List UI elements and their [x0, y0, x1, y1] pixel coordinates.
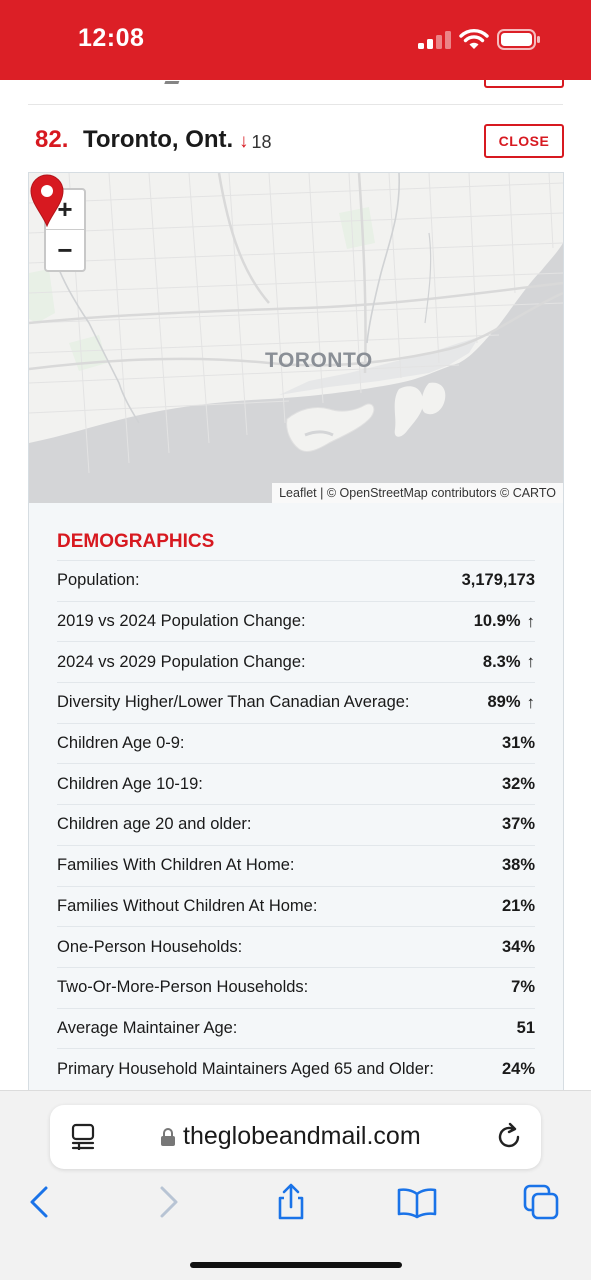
- row-label: Population:: [57, 571, 140, 590]
- row-label: 2024 vs 2029 Population Change:: [57, 652, 306, 671]
- row-label: Children age 20 and older:: [57, 815, 252, 834]
- row-label: 2019 vs 2024 Population Change:: [57, 612, 306, 631]
- row-value: 31%: [501, 734, 535, 753]
- row-value-group: 21%: [502, 897, 535, 916]
- table-row: Two-Or-More-Person Households: 7%: [57, 966, 535, 1008]
- row-value-group: 32%: [502, 775, 535, 794]
- map[interactable]: + − TORONTO Leaflet | © OpenStreetMap co…: [29, 173, 563, 503]
- browser-toolbar: theglobeandmail.com: [0, 1090, 591, 1280]
- row-value: 24%: [501, 1059, 535, 1078]
- row-value: 3,179,173: [461, 571, 535, 590]
- row-value-group: 89% ↑: [487, 693, 535, 713]
- table-row: One-Person Households: 34%: [57, 926, 535, 967]
- table-row: Children age 20 and older: 37%: [57, 804, 535, 845]
- table-row: Primary Household Maintainers Aged 65 an…: [57, 1048, 535, 1089]
- city-name: Toronto, Ont.: [83, 126, 234, 153]
- map-attribution[interactable]: Leaflet | © OpenStreetMap contributors ©…: [272, 483, 563, 503]
- row-label: Families With Children At Home:: [57, 856, 295, 875]
- status-bar: 12:08: [0, 0, 591, 80]
- trend-up-icon: ↑: [526, 692, 536, 712]
- home-indicator: [190, 1262, 402, 1268]
- table-row: Families Without Children At Home: 21%: [57, 885, 535, 927]
- back-icon[interactable]: [20, 1182, 60, 1222]
- table-row: Children Age 0-9: 31%: [57, 722, 535, 764]
- trend-up-icon: ↑: [526, 652, 536, 672]
- city-detail-card: + − TORONTO Leaflet | © OpenStreetMap co…: [28, 172, 564, 1102]
- table-row: Average Maintainer Age: 51: [57, 1007, 535, 1049]
- row-value: 8.3%: [482, 652, 521, 671]
- row-value-group: 34%: [502, 938, 535, 957]
- previous-close-button[interactable]: [484, 80, 564, 88]
- address-bar[interactable]: theglobeandmail.com: [50, 1105, 541, 1169]
- table-row: Children Age 10-19: 32%: [57, 763, 535, 804]
- row-label: Families Without Children At Home:: [57, 896, 318, 915]
- bookmarks-icon[interactable]: [397, 1182, 437, 1222]
- row-value-group: 3,179,173: [462, 571, 535, 590]
- zoom-out-button[interactable]: −: [57, 234, 73, 265]
- row-label: Average Maintainer Age:: [57, 1018, 238, 1037]
- row-value: 38%: [501, 856, 535, 875]
- tabs-icon[interactable]: [521, 1182, 561, 1222]
- map-pin-icon[interactable]: [29, 173, 65, 227]
- row-value-group: 10.9% ↑: [474, 612, 535, 632]
- demographics-title: DEMOGRAPHICS: [57, 531, 215, 552]
- row-value-group: 31%: [502, 734, 535, 753]
- lock-icon: [161, 1128, 175, 1146]
- table-row: 2019 vs 2024 Population Change: 10.9% ↑: [57, 600, 535, 642]
- row-value: 89%: [487, 693, 521, 712]
- status-time: 12:08: [78, 24, 145, 52]
- row-value: 51: [516, 1018, 535, 1037]
- row-value: 34%: [501, 937, 535, 956]
- row-label: Children Age 0-9:: [57, 734, 185, 753]
- row-value: 10.9%: [473, 612, 521, 631]
- divider: [28, 104, 563, 105]
- trend-up-icon: ↑: [526, 611, 536, 631]
- rank-number: 82.: [35, 126, 69, 153]
- close-button[interactable]: CLOSE: [484, 124, 564, 158]
- row-value-group: 8.3% ↑: [483, 652, 535, 672]
- wifi-icon: [459, 29, 489, 49]
- row-value-group: 24%: [502, 1060, 535, 1079]
- rank-change-value: 18: [251, 131, 272, 152]
- table-row: Population: 3,179,173: [57, 560, 535, 601]
- previous-entry-fragment: [164, 80, 180, 84]
- row-label: Primary Household Maintainers Aged 65 an…: [57, 1059, 434, 1078]
- row-value-group: 38%: [502, 856, 535, 875]
- row-label: Children Age 10-19:: [57, 774, 203, 793]
- row-value: 32%: [501, 774, 535, 793]
- row-label: Two-Or-More-Person Households:: [57, 978, 309, 997]
- reload-icon[interactable]: [494, 1122, 524, 1152]
- row-value: 37%: [501, 815, 535, 834]
- row-label: Diversity Higher/Lower Than Canadian Ave…: [57, 693, 410, 712]
- table-row: Diversity Higher/Lower Than Canadian Ave…: [57, 682, 535, 723]
- table-row: Families With Children At Home: 38%: [57, 844, 535, 886]
- zoom-in-button[interactable]: +: [46, 190, 84, 230]
- page-menu-icon[interactable]: [70, 1123, 96, 1151]
- rank-down-arrow-icon: ↓: [239, 131, 249, 152]
- url-text: theglobeandmail.com: [183, 1122, 421, 1150]
- row-value-group: 37%: [502, 815, 535, 834]
- share-icon[interactable]: [271, 1182, 311, 1222]
- demographics-table: Population: 3,179,173 2019 vs 2024 Populat…: [57, 560, 535, 1089]
- row-label: One-Person Households:: [57, 937, 243, 956]
- battery-icon: [497, 29, 540, 50]
- map-tiles: [29, 173, 563, 503]
- zoom-control: + −: [44, 188, 86, 272]
- row-value-group: 51: [517, 1019, 535, 1038]
- rank-change: ↓ 18: [239, 131, 272, 153]
- table-row: 2024 vs 2029 Population Change: 8.3% ↑: [57, 641, 535, 682]
- row-value: 21%: [501, 896, 535, 915]
- row-value: 7%: [511, 978, 535, 997]
- signal-icon: [418, 31, 451, 49]
- map-place-label: TORONTO: [265, 349, 373, 372]
- forward-icon[interactable]: [148, 1182, 188, 1222]
- row-value-group: 7%: [511, 978, 535, 997]
